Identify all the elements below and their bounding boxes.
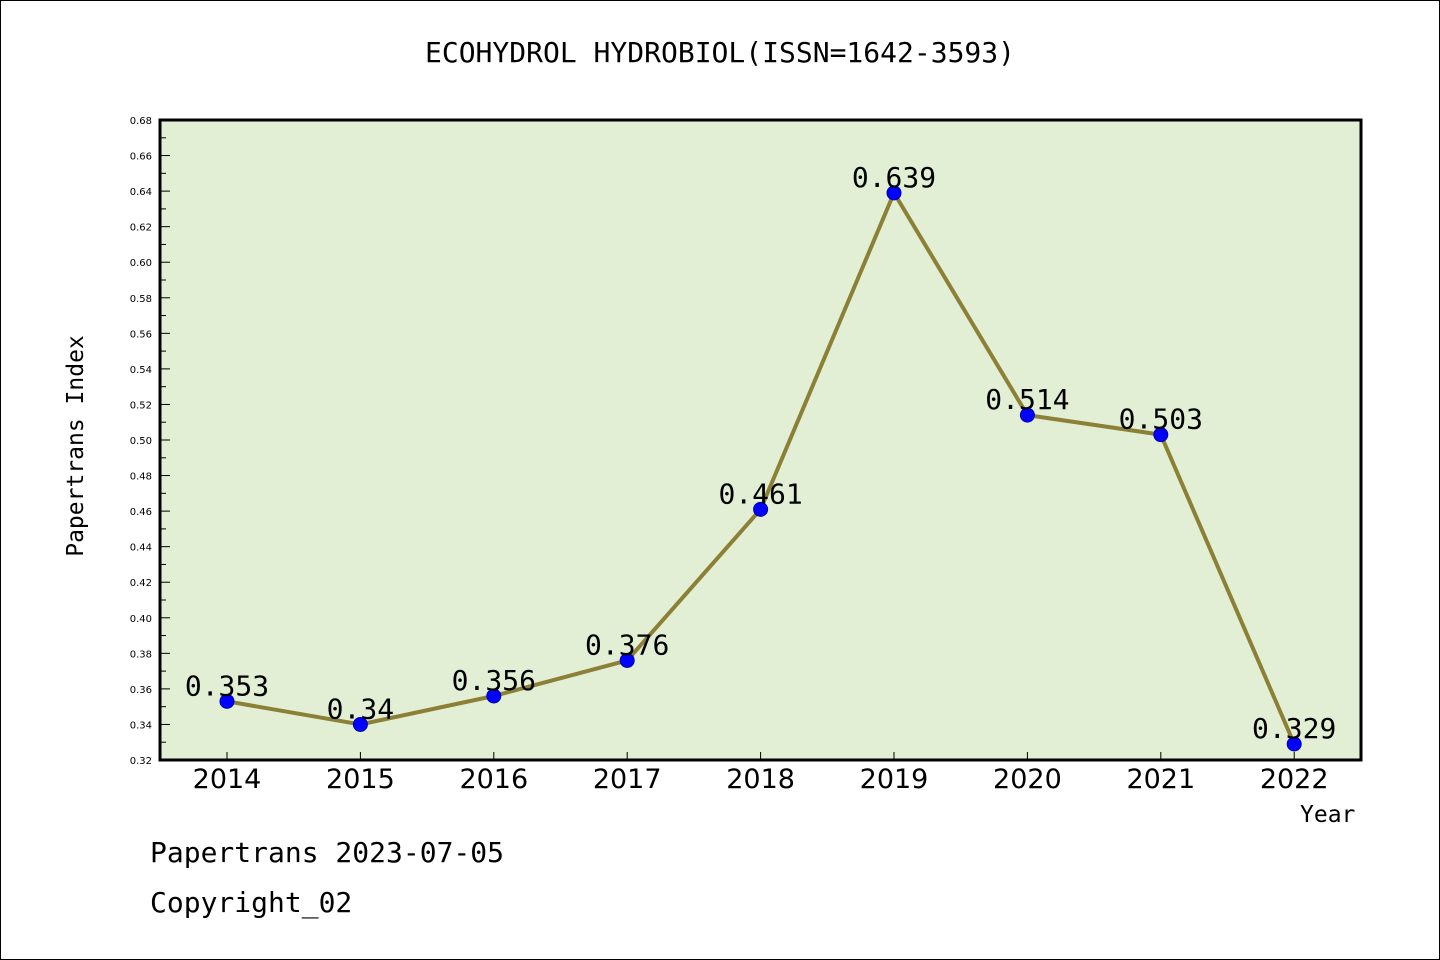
data-label: 0.376 <box>585 628 669 661</box>
y-tick-label: 0.50 <box>130 436 152 447</box>
x-tick-label: 2017 <box>593 764 662 795</box>
y-tick-label: 0.54 <box>130 365 152 376</box>
y-axis-ticks: 0.32 0.34 0.36 0.38 0.40 0.42 0.44 0.46 0.48 0.50… <box>130 116 170 767</box>
y-tick-label: 0.40 <box>130 614 152 625</box>
y-tick-label: 0.38 <box>130 649 152 660</box>
x-tick-label: 2016 <box>459 764 528 795</box>
y-tick-label: 0.52 <box>130 400 152 411</box>
x-tick-label: 2020 <box>993 764 1062 795</box>
x-axis-ticks: 2014 2015 2016 2017 2018 2019 2020 2021 2022 <box>193 752 1329 795</box>
data-point <box>1153 427 1169 443</box>
y-tick-label: 0.56 <box>130 329 152 340</box>
data-label: 0.34 <box>327 692 394 725</box>
data-label: 0.514 <box>985 383 1069 416</box>
x-tick-label: 2015 <box>326 764 395 795</box>
data-labels: 0.353 0.34 0.356 0.376 0.461 0.639 0.514 0.503 0… <box>185 161 1336 745</box>
y-tick-label: 0.46 <box>130 507 152 518</box>
y-tick-label: 0.36 <box>130 685 152 696</box>
plot-area <box>160 120 1361 760</box>
footer-copyright: Copyright_02 <box>150 886 353 919</box>
x-tick-label: 2018 <box>726 764 795 795</box>
x-axis-label: Year <box>1300 802 1356 828</box>
chart-title: ECOHYDROL HYDROBIOL(ISSN=1642-3593) <box>424 36 1015 69</box>
y-tick-label: 0.66 <box>130 152 152 163</box>
y-tick-label: 0.32 <box>130 756 152 767</box>
x-tick-label: 2022 <box>1260 764 1329 795</box>
data-point <box>352 716 368 732</box>
data-points <box>219 185 1302 752</box>
footer-date: Papertrans 2023-07-05 <box>150 836 505 869</box>
x-tick-label: 2021 <box>1126 764 1195 795</box>
y-tick-label: 0.42 <box>130 578 152 589</box>
data-label: 0.461 <box>718 477 802 510</box>
data-label: 0.503 <box>1119 403 1203 436</box>
data-point <box>1286 736 1302 752</box>
y-tick-label: 0.44 <box>130 543 152 554</box>
x-tick-label: 2019 <box>860 764 929 795</box>
data-label: 0.356 <box>452 664 536 697</box>
y-tick-label: 0.64 <box>130 187 152 198</box>
data-point <box>886 185 902 201</box>
y-tick-label: 0.62 <box>130 223 152 234</box>
data-point <box>219 693 235 709</box>
data-label: 0.353 <box>185 669 269 702</box>
y-tick-label: 0.60 <box>130 258 152 269</box>
x-tick-label: 2014 <box>193 764 262 795</box>
data-label: 0.639 <box>852 161 936 194</box>
y-tick-label: 0.58 <box>130 294 152 305</box>
y-tick-label: 0.34 <box>130 720 152 731</box>
data-point <box>753 501 769 517</box>
data-point <box>1019 407 1035 423</box>
y-tick-label: 0.48 <box>130 472 152 483</box>
y-tick-label: 0.68 <box>130 116 152 127</box>
data-label: 0.329 <box>1252 712 1336 745</box>
data-point <box>486 688 502 704</box>
data-point <box>619 652 635 668</box>
plot-border <box>158 118 1363 762</box>
